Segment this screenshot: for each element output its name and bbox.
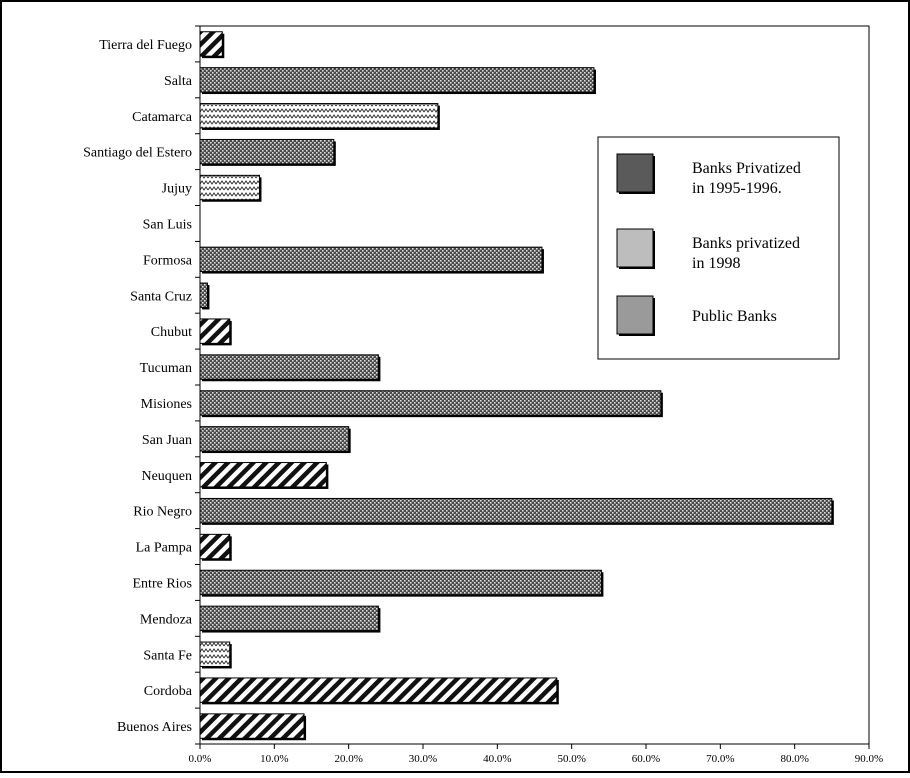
bar [199, 713, 305, 739]
bar [199, 641, 231, 667]
bar [199, 138, 335, 165]
category-label: La Pampa [136, 541, 193, 556]
bar [199, 174, 260, 201]
bar [199, 103, 439, 129]
x-tick-label: 30.0% [409, 753, 437, 765]
legend-label: in 1995-1996. [692, 180, 782, 197]
category-label: Entre Rios [133, 576, 193, 591]
x-tick-label: 70.0% [706, 753, 734, 765]
category-label: Misiones [141, 397, 192, 412]
bar [199, 569, 602, 596]
legend-label: in 1998 [692, 255, 740, 272]
bar [199, 462, 327, 488]
legend-swatch [616, 228, 654, 268]
bar [199, 282, 208, 308]
bar [199, 426, 350, 452]
bar [199, 318, 231, 344]
category-label: Tierra del Fuego [99, 38, 192, 53]
legend: Banks Privatized in 1995-1996. Banks priva… [597, 136, 840, 360]
bar [199, 533, 231, 560]
x-axis: 0.0% 10.0% 20.0% 30.0% 40.0% 50.0% 60.0% 70.0% 8… [189, 743, 883, 765]
category-label: Formosa [143, 253, 193, 268]
category-label: Santa Fe [143, 648, 192, 663]
category-label: Salta [164, 74, 193, 89]
x-tick-label: 20.0% [334, 753, 362, 765]
x-tick-label: 90.0% [855, 753, 883, 765]
category-label: Catamarca [132, 110, 193, 125]
legend-label: Public Banks [692, 308, 777, 325]
bar [199, 497, 833, 524]
category-label: Neuquen [141, 469, 192, 484]
category-label: Chubut [151, 325, 192, 340]
x-tick-label: 60.0% [632, 753, 660, 765]
category-label: Buenos Aires [117, 720, 192, 735]
x-tick-label: 0.0% [189, 753, 212, 765]
legend-swatch [616, 153, 654, 193]
legend-label: Banks privatized [692, 235, 800, 252]
category-labels: Tierra del Fuego Salta Catamarca Santiago d… [83, 38, 193, 735]
bars-group [199, 31, 834, 741]
category-label: Cordoba [144, 684, 193, 699]
category-label: Rio Negro [133, 505, 192, 520]
legend-swatch [616, 295, 654, 335]
category-label: Jujuy [162, 182, 192, 197]
bar [199, 354, 379, 380]
bar [199, 246, 543, 273]
category-label: Santiago del Estero [83, 146, 192, 161]
bar [199, 390, 662, 416]
legend-label: Banks Privatized [692, 160, 801, 177]
category-label: San Luis [143, 217, 192, 232]
category-label: Santa Cruz [130, 289, 192, 304]
bar [199, 677, 558, 703]
x-tick-label: 50.0% [557, 753, 585, 765]
bar [199, 605, 379, 632]
category-label: Tucuman [140, 361, 192, 376]
y-axis [195, 25, 201, 745]
bar [199, 67, 595, 93]
x-tick-label: 80.0% [780, 753, 808, 765]
category-label: San Juan [142, 433, 192, 448]
x-tick-label: 40.0% [483, 753, 511, 765]
category-label: Mendoza [140, 612, 193, 627]
bar [199, 31, 223, 57]
x-tick-label: 10.0% [260, 753, 288, 765]
